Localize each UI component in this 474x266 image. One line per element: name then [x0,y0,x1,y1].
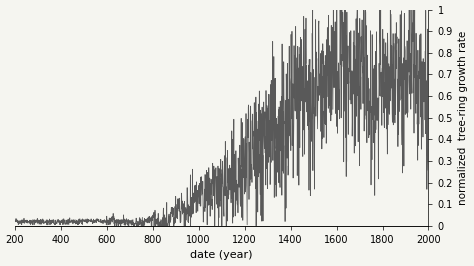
Y-axis label: normalized  tree-ring growth rate: normalized tree-ring growth rate [458,31,468,205]
X-axis label: date (year): date (year) [191,251,253,260]
